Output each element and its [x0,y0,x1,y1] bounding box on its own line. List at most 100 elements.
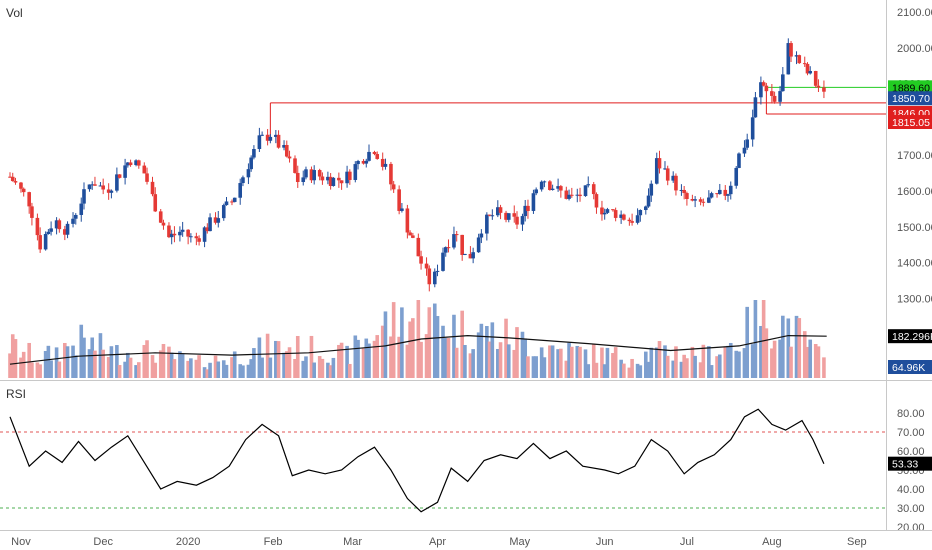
time-axis: Nov Dec 2020 Feb Mar Apr May Jun Jul Aug Sep [11,536,866,548]
volume-bar [627,367,632,378]
volume-bar [487,341,492,378]
rsi-pane[interactable]: RSI [0,387,886,513]
volume-bar [737,351,741,378]
candle-body [613,210,618,218]
candle-body [506,213,511,220]
candle-body [361,160,366,164]
candle-body [345,171,349,184]
candle-body [575,194,580,196]
candle-body [698,199,703,202]
volume-bar [230,357,234,378]
volume-bar [63,342,67,378]
volume-bar [186,360,190,378]
volume-bar [460,310,464,378]
volume-bar [520,331,525,378]
candle-body [65,223,70,235]
candle-body [559,186,563,191]
volume-bar [257,337,262,378]
volume-bar [575,345,580,378]
volume-bar [93,350,97,378]
volume-bar [317,356,322,378]
volume-bar [789,346,793,378]
candle-body [293,158,297,173]
candle-body [265,134,270,141]
time-tick-label: Jun [596,536,614,548]
candle-body [38,235,42,250]
volume-bar [397,336,401,378]
volume-bar [249,359,253,378]
candle-body [282,145,286,148]
volume-bar [106,357,111,378]
volume-bar [463,345,467,378]
candle-body [208,217,212,232]
volume-bar [794,315,799,378]
volume-bar [693,355,697,378]
candle-body [460,234,464,255]
candle-body [709,193,714,198]
volume-bar [613,347,618,378]
candle-body [476,237,481,253]
volume-bar [709,365,714,378]
candle-body [452,234,456,248]
volume-bar [685,358,689,378]
volume-bar [583,349,588,378]
candle-body [717,189,722,194]
candle-body [186,229,190,237]
candle-body [441,252,445,271]
candle-body [49,228,53,232]
volume-bar [515,327,519,378]
volume-bar [822,357,826,378]
volume-bar [101,349,105,378]
volume-bar [167,346,171,378]
candle-body [797,55,802,64]
candle-body [400,208,404,211]
candle-body [21,188,26,193]
candle-body [490,215,495,217]
volume-bar [49,360,53,378]
volume-bar [816,346,821,378]
volume-bar [663,345,667,378]
volume-bar [454,347,459,378]
volume-bar [778,339,782,378]
candle-body [287,156,292,159]
candle-body [611,209,615,211]
volume-bar [654,347,659,378]
candle-body [619,214,623,218]
candle-body [197,238,201,242]
volume-bar [742,348,747,378]
candle-body [816,85,821,88]
candle-body [583,185,588,197]
rsi-tick-label: 60.00 [897,446,925,458]
volume-bar [772,340,777,378]
candle-body [548,181,552,190]
candle-body [674,175,678,191]
volume-bar [594,362,599,378]
time-tick-label: Nov [11,536,31,548]
candle-body [638,210,643,216]
candle-body [534,189,538,194]
price-tag [888,80,932,95]
time-tick-label: Dec [93,536,113,548]
candle-body [13,181,18,183]
candle-body [202,227,207,242]
volume-bar [115,345,119,378]
candle-body [301,177,306,183]
candle-body [93,184,97,186]
volume-bar [309,335,314,378]
candle-body [180,229,185,232]
candle-body [643,206,648,211]
candle-body [427,268,432,285]
volume-bar [550,345,555,378]
volume-bar [205,369,210,378]
candle-body [194,236,199,239]
price-axis: 2100.002000.001900.001800.001700.001600.… [897,7,932,377]
volume-bar [485,326,489,378]
candle-body [802,63,807,65]
volume-bar [82,337,86,378]
candle-body [723,189,728,196]
candle-body [389,163,393,185]
price-candles [8,38,826,292]
price-pane[interactable]: Vol [0,0,886,380]
price-tick-label: 1400.00 [897,258,932,270]
